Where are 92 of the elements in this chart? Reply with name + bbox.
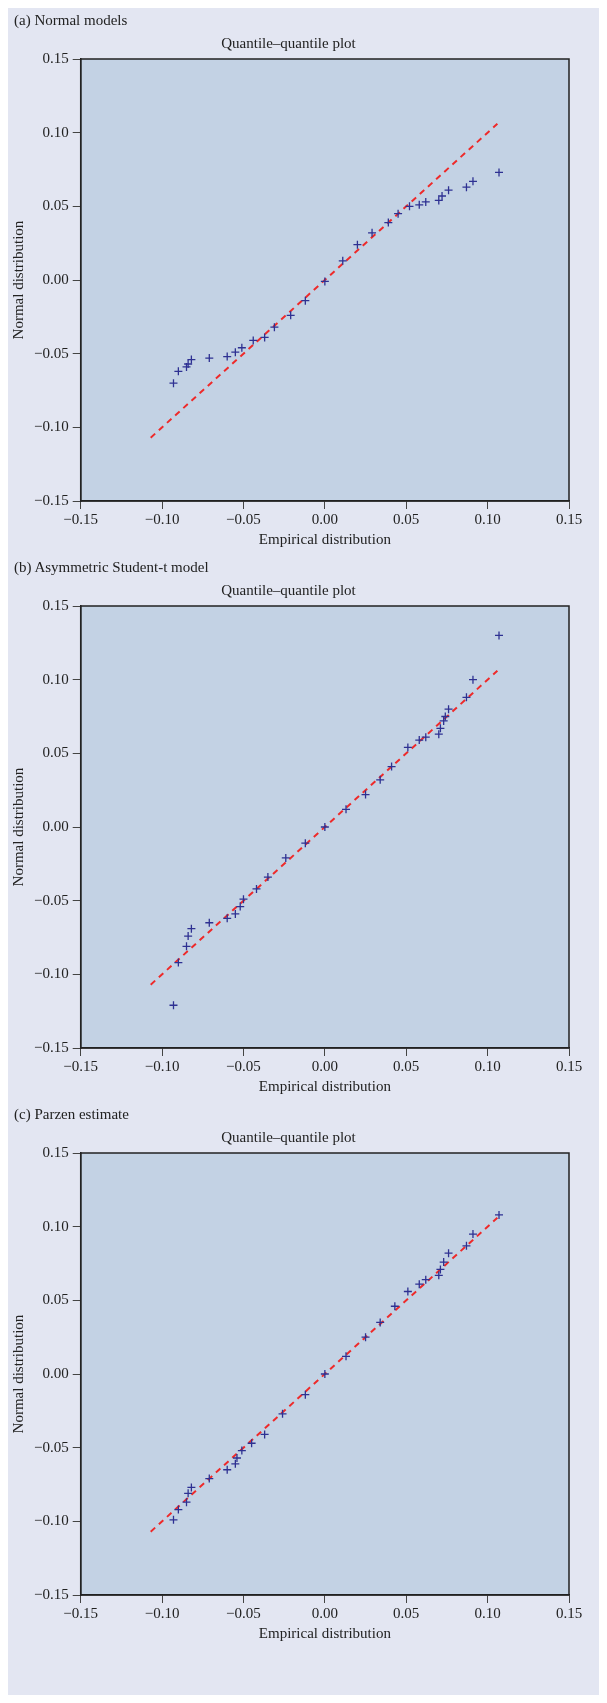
point [232, 1453, 242, 1463]
point [263, 872, 273, 882]
chart-subtitle: (b) Asymmetric Student-t model [13, 558, 210, 576]
y-tick-label: 0.05 [42, 744, 69, 761]
x-tick-label: −0.05 [226, 1604, 261, 1621]
point [230, 909, 240, 919]
y-tick-label: −0.10 [33, 1512, 69, 1529]
x-tick-label: 0.10 [474, 1604, 501, 1621]
x-tick-label: −0.15 [63, 510, 99, 527]
point [281, 853, 291, 863]
x-tick-label: 0.00 [311, 510, 338, 527]
y-tick-label: 0.05 [42, 197, 69, 214]
point [494, 1210, 504, 1220]
point [439, 1257, 449, 1267]
point [468, 1229, 478, 1239]
point [414, 200, 424, 210]
point [414, 735, 424, 745]
point [443, 704, 454, 714]
point [320, 822, 330, 832]
point [183, 931, 193, 941]
point [403, 742, 413, 753]
point [341, 1351, 351, 1361]
point [168, 378, 179, 388]
point [375, 775, 385, 785]
x-tick-label: 0.10 [474, 510, 501, 527]
y-tick-label: −0.05 [33, 891, 69, 908]
y-tick-label: 0.00 [42, 1364, 69, 1381]
x-tick-label: −0.10 [144, 510, 180, 527]
point [204, 353, 214, 363]
point [421, 197, 431, 207]
point [269, 322, 280, 332]
x-tick-label: 0.00 [311, 1604, 338, 1621]
y-tick-label: 0.00 [42, 817, 69, 834]
y-tick-label: 0.15 [42, 596, 69, 613]
y-tick-label: 0.15 [42, 49, 69, 66]
y-tick-label: −0.10 [33, 418, 69, 435]
point [414, 1279, 424, 1289]
chart-title: Quantile–quantile plot [221, 581, 357, 598]
chart-title: Quantile–quantile plot [221, 1128, 357, 1145]
y-axis-title: Normal distribution [9, 1314, 26, 1434]
y-tick-label: −0.15 [33, 491, 69, 508]
x-tick-label: −0.10 [144, 1057, 180, 1074]
point [421, 732, 431, 742]
point [494, 630, 504, 641]
y-tick-label: −0.05 [33, 344, 69, 361]
point [341, 804, 351, 814]
x-axis-title: Empirical distribution [258, 530, 392, 547]
y-tick-label: 0.10 [42, 670, 69, 687]
point [494, 167, 504, 178]
y-tick-label: 0.05 [42, 1291, 69, 1308]
x-tick-label: −0.15 [63, 1057, 99, 1074]
x-tick-label: −0.15 [63, 1604, 99, 1621]
point [230, 1459, 240, 1469]
point [251, 884, 262, 894]
point [320, 276, 330, 287]
chart-subtitle: (a) Normal models [13, 11, 129, 29]
x-tick-label: 0.05 [393, 510, 420, 527]
y-tick-label: 0.10 [42, 1217, 69, 1234]
chart-title: Quantile–quantile plot [221, 34, 357, 51]
y-tick-label: −0.15 [33, 1585, 69, 1602]
y-tick-label: 0.15 [42, 1143, 69, 1160]
point [367, 228, 377, 238]
chart-subtitle: (c) Parzen estimate [13, 1105, 130, 1123]
x-tick-label: 0.15 [555, 510, 583, 527]
point [320, 1369, 330, 1379]
y-tick-label: 0.00 [42, 270, 69, 287]
y-tick-label: −0.10 [33, 965, 69, 982]
x-tick-label: 0.00 [311, 1057, 338, 1074]
x-tick-label: 0.15 [555, 1604, 583, 1621]
point [183, 1488, 193, 1498]
x-axis-title: Empirical distribution [258, 1624, 392, 1641]
x-tick-label: 0.10 [474, 1057, 501, 1074]
y-tick-label: −0.15 [33, 1038, 69, 1055]
y-axis-title: Normal distribution [9, 767, 26, 887]
point [468, 675, 478, 685]
point [403, 1286, 413, 1297]
point [468, 176, 478, 186]
x-tick-label: 0.05 [393, 1604, 420, 1621]
x-tick-label: −0.05 [226, 510, 261, 527]
y-tick-label: 0.10 [42, 123, 69, 140]
x-tick-label: −0.10 [144, 1604, 180, 1621]
point [168, 1515, 179, 1525]
x-tick-label: −0.05 [226, 1057, 261, 1074]
point [443, 185, 454, 195]
x-tick-label: 0.05 [393, 1057, 420, 1074]
x-tick-label: 0.15 [555, 1057, 583, 1074]
x-axis-title: Empirical distribution [258, 1077, 392, 1094]
point [393, 209, 403, 219]
y-tick-label: −0.05 [33, 1438, 69, 1455]
point [439, 716, 449, 726]
y-axis-title: Normal distribution [9, 220, 26, 340]
point [437, 191, 447, 201]
